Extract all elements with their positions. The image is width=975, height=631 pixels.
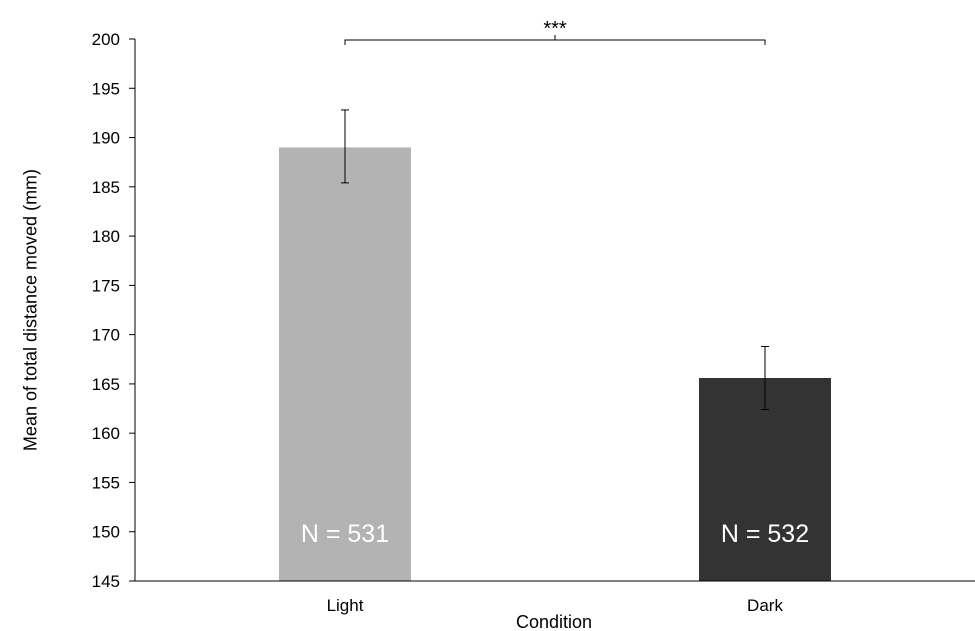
x-tick-label: Light <box>327 596 364 615</box>
y-tick-label: 195 <box>92 79 120 98</box>
bar-count-labels: N = 531 N = 532 <box>301 520 809 548</box>
y-tick-label: 165 <box>92 375 120 394</box>
x-tick-label: Dark <box>747 596 783 615</box>
significance-line <box>344 39 766 45</box>
error-bars <box>341 109 769 411</box>
bars <box>279 147 831 581</box>
bar-dark <box>699 377 831 581</box>
bar-light <box>279 147 411 581</box>
y-tick-label: 190 <box>92 129 120 148</box>
y-axis-ticks: 200 195 190 185 180 175 170 165 160 155 150 145 <box>92 30 135 591</box>
y-tick-label: 155 <box>92 473 120 492</box>
y-tick-label: 185 <box>92 178 120 197</box>
bar-count-label: N = 531 <box>301 520 389 548</box>
y-tick-label: 200 <box>92 30 120 49</box>
y-tick-label: 175 <box>92 276 120 295</box>
y-tick-label: 170 <box>92 326 120 345</box>
x-axis-title: Condition <box>516 612 592 631</box>
y-tick-label: 150 <box>92 523 120 542</box>
y-axis-title: Mean of total distance moved (mm) <box>20 169 40 451</box>
significance-bracket: *** <box>344 18 766 45</box>
bar-count-label: N = 532 <box>721 520 809 548</box>
x-axis-labels: Light Dark <box>327 596 784 615</box>
y-tick-label: 180 <box>92 227 120 246</box>
y-tick-label: 145 <box>92 572 120 591</box>
significance-label: *** <box>543 18 567 40</box>
y-tick-label: 160 <box>92 424 120 443</box>
